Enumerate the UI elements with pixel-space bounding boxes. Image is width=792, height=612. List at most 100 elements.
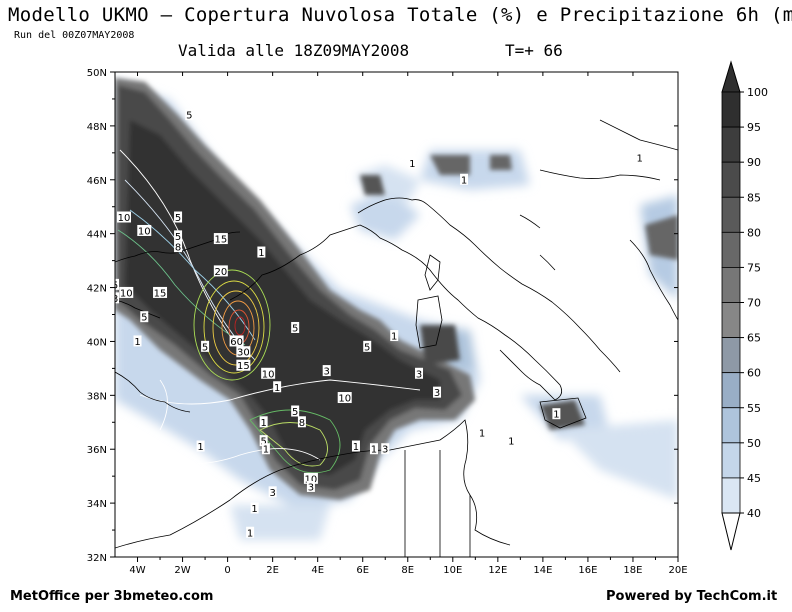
contour-label-bg: [174, 241, 183, 253]
contour-label: 5: [186, 111, 192, 122]
lat-tick-label: 36N: [87, 445, 107, 456]
contour-label: 5: [175, 213, 181, 224]
contour-label-bg: [213, 265, 228, 277]
contour-label: 1: [134, 337, 140, 348]
contour-label-bg: [433, 386, 442, 398]
lat-tick-label: 48N: [87, 122, 107, 133]
contour-label-bg: [115, 278, 119, 290]
legend-label: 55: [747, 402, 761, 415]
lon-tick-label: 4W: [129, 565, 145, 576]
lat-tick-label: 34N: [87, 499, 107, 510]
contour-label: 1: [553, 410, 559, 421]
contour-label: 5: [364, 342, 370, 353]
lat-tick-label: 32N: [87, 553, 107, 564]
contour-label: 5: [112, 280, 118, 291]
lat-tick-label: 40N: [87, 337, 107, 348]
contour-label: 1: [197, 442, 203, 453]
contour-label: 3: [324, 367, 330, 378]
contour-label-bg: [261, 443, 270, 455]
contour-label: 1: [461, 175, 467, 186]
contour-label: 1: [391, 332, 397, 343]
contour-label-bg: [250, 502, 259, 514]
legend-swatch: [721, 302, 741, 338]
contour-label-bg: [115, 292, 119, 304]
legend-label: 85: [747, 191, 761, 204]
lon-tick-label: 10E: [443, 565, 462, 576]
footer-credit: Powered by TechCom.it: [606, 589, 778, 604]
contour-label: 1: [251, 504, 257, 515]
legend-swatch: [721, 231, 741, 268]
contour-label: 10: [120, 288, 133, 299]
contour-label-bg: [201, 340, 210, 352]
contour-label-bg: [140, 311, 149, 323]
contour-label: 5: [292, 323, 298, 334]
contour-label-bg: [478, 427, 487, 439]
map-title: Modello UKMO — Copertura Nuvolosa Totale…: [8, 4, 792, 26]
contour-label-bg: [174, 211, 183, 223]
contour-label-bg: [185, 109, 194, 121]
legend-label: 40: [747, 507, 761, 520]
longitude-axis: 4W 2W 0 2E 4E 6E 8E 10E 12E 14E 16E 18E 20E: [129, 72, 688, 576]
contour-label: 5: [202, 342, 208, 353]
contour-label: 5: [292, 407, 298, 418]
contour-label-bg: [635, 152, 644, 164]
contour-label: 3: [416, 369, 422, 380]
lat-tick-label: 46N: [87, 176, 107, 187]
legend-swatch: [721, 267, 741, 303]
contour-label: 5: [175, 232, 181, 243]
contour-label-bg: [246, 526, 255, 538]
contour-label-bg: [133, 335, 142, 347]
contour-label: 60: [230, 337, 243, 348]
contour-label: 15: [214, 235, 227, 246]
legend-swatch: [721, 196, 741, 233]
contour-label-bg: [259, 435, 268, 447]
contour-label-bg: [303, 472, 318, 484]
legend-label: 65: [747, 332, 761, 345]
lon-tick-label: 8E: [401, 565, 414, 576]
legend-label: 75: [747, 261, 761, 274]
contour-label: 1: [260, 418, 266, 429]
contour-label-bg: [174, 230, 183, 242]
contour-label: 3: [434, 388, 440, 399]
contour-label: 15: [154, 288, 167, 299]
contour-label-bg: [306, 480, 315, 492]
contour-label-bg: [119, 286, 134, 298]
contour-label: 1: [274, 383, 280, 394]
contour-label-bg: [196, 440, 205, 452]
latitude-axis: 50N 48N 46N 44N 42N 40N 38N 36N 34N 32N: [87, 68, 678, 564]
lon-tick-label: 14E: [533, 565, 552, 576]
legend-label: 70: [747, 297, 761, 310]
contour-label: 1: [409, 159, 415, 170]
lon-tick-label: 2W: [174, 565, 190, 576]
legend-colorbar: 100 95 90 85 80 75 70 65 60 55 50 45 40: [721, 60, 768, 551]
legend-swatch: [721, 372, 741, 409]
contour-label-bg: [381, 443, 390, 455]
legend-bottom-arrow: [721, 512, 741, 551]
contour-label-bg: [351, 440, 360, 452]
contour-label-bg: [390, 330, 399, 342]
contour-label: 1: [479, 429, 485, 440]
contour-label-bg: [236, 359, 251, 371]
contour-label-bg: [552, 408, 561, 420]
contour-label-bg: [408, 157, 417, 169]
valid-time: Valida alle 18Z09MAY2008: [178, 41, 410, 60]
legend-swatch: [721, 161, 741, 198]
contour-label-bg: [291, 405, 300, 417]
legend-top-arrow: [721, 60, 741, 93]
contour-label-bg: [507, 435, 516, 447]
contour-label: 3: [269, 488, 275, 499]
lon-tick-label: 12E: [488, 565, 507, 576]
legend-label: 45: [747, 472, 761, 485]
legend-swatch: [721, 91, 741, 128]
legend-swatch: [721, 477, 741, 514]
contour-label: 10: [138, 226, 151, 237]
lon-tick-label: 4E: [311, 565, 324, 576]
contour-label-bg: [257, 246, 266, 258]
contour-label-bg: [213, 233, 228, 245]
forecast-step: T=+ 66: [505, 41, 563, 60]
contour-label-bg: [337, 392, 352, 404]
contour-label-bg: [268, 486, 277, 498]
contour-label: 1: [247, 528, 253, 539]
